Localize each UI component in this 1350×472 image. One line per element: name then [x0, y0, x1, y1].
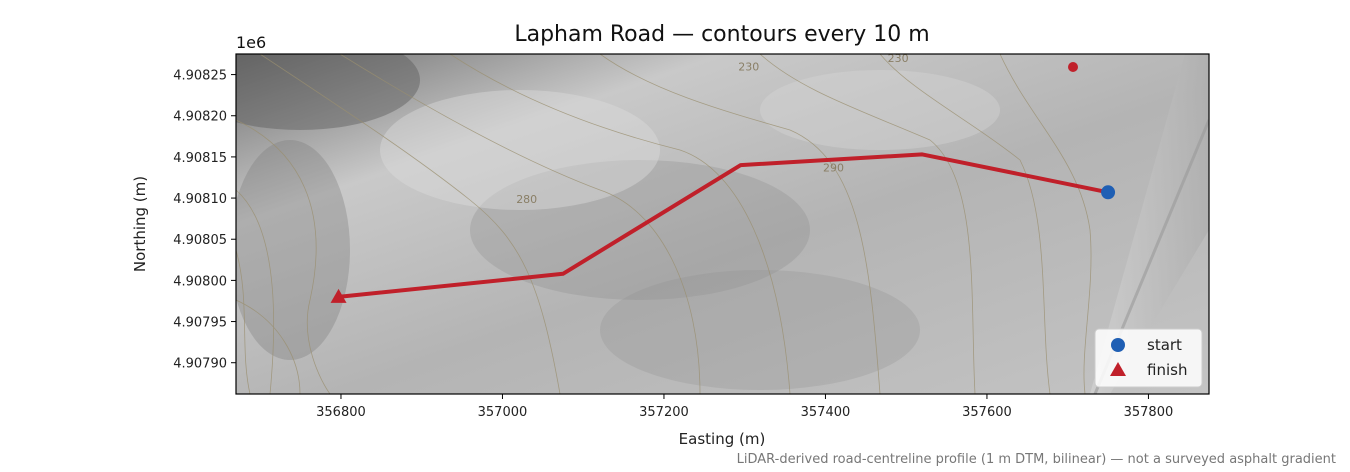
hillshade-background — [236, 54, 1209, 394]
y-tick-label: 4.90800 — [173, 274, 227, 289]
legend-start-symbol — [1111, 338, 1125, 352]
contour-line — [879, 54, 1051, 394]
red-point-feature — [1068, 62, 1078, 72]
legend-start-label: start — [1147, 336, 1182, 354]
y-axis: 4.90790 4.90795 4.90800 4.90805 4.90810 4.908… — [173, 69, 236, 372]
x-axis-label: Easting (m) — [679, 430, 766, 448]
contour-label: 290 — [823, 162, 844, 175]
contour-line — [259, 54, 561, 394]
y-tick-label: 4.90795 — [173, 316, 227, 331]
hillshade-valley-strip — [1090, 54, 1209, 394]
y-axis-label: Northing (m) — [131, 176, 149, 272]
hillshade-shadow-south — [600, 270, 920, 390]
hillshade-dark-ridge — [236, 54, 420, 130]
hillshade-light-patch-east — [760, 70, 1000, 150]
contour-line — [759, 54, 976, 394]
hillshade-light-patch — [380, 90, 660, 210]
contour-lines — [236, 54, 1092, 394]
route-line — [336, 152, 1111, 299]
y-tick-label: 4.90815 — [173, 151, 227, 166]
plot-area: 280 290 230 230 — [236, 52, 1209, 394]
contour-line — [999, 54, 1092, 394]
contour-label: 230 — [888, 52, 909, 65]
contour-line — [449, 54, 791, 394]
y-tick-label: 4.90825 — [173, 69, 227, 84]
legend-finish-label: finish — [1147, 361, 1187, 379]
y-tick-label: 4.90805 — [173, 233, 227, 248]
finish-marker — [330, 288, 347, 303]
y-tick-label: 4.90820 — [173, 110, 227, 125]
contour-label: 230 — [738, 60, 759, 73]
contour-line — [236, 189, 275, 394]
x-tick-label: 357000 — [478, 405, 528, 420]
contour-labels: 280 290 230 230 — [516, 52, 909, 206]
x-tick-label: 357400 — [801, 405, 851, 420]
hillshade-shadow-centre — [470, 160, 810, 300]
legend-finish-symbol — [1110, 362, 1126, 376]
contour-line — [236, 249, 251, 394]
map-title: Lapham Road — contours every 10 m — [514, 22, 929, 47]
contour-line — [236, 119, 331, 394]
footnote: LiDAR-derived road-centreline profile (1… — [737, 452, 1336, 467]
start-marker — [1101, 185, 1116, 200]
y-axis-offset-label: 1e6 — [236, 33, 266, 52]
x-tick-label: 357600 — [962, 405, 1012, 420]
x-tick-label: 357200 — [639, 405, 689, 420]
contour-line — [599, 54, 881, 394]
contour-line — [339, 54, 701, 394]
x-axis: 356800 357000 357200 357400 357600 357800 — [316, 394, 1173, 420]
plot-frame — [235, 53, 1210, 395]
contour-label: 280 — [516, 193, 537, 206]
contour-line — [236, 299, 301, 394]
hillshade-shadow-west — [236, 140, 350, 360]
y-tick-label: 4.90810 — [173, 192, 227, 207]
y-tick-label: 4.90790 — [173, 357, 227, 372]
legend: start finish — [1094, 328, 1203, 388]
x-tick-label: 356800 — [316, 405, 366, 420]
x-tick-label: 357800 — [1124, 405, 1174, 420]
